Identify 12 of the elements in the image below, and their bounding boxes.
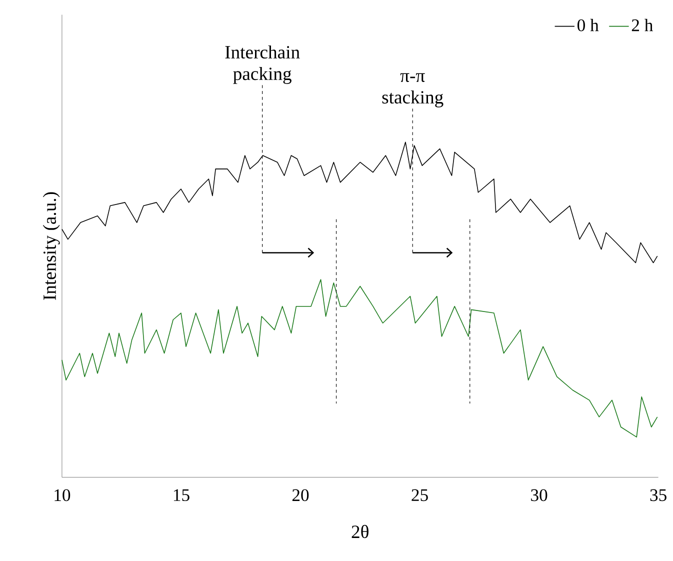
x-tick-label: 25 xyxy=(412,489,428,502)
y-axis-title: Intensity (a.u.) xyxy=(42,192,60,300)
x-tick-label: 35 xyxy=(650,489,666,502)
x-axis-title: 2θ xyxy=(352,524,368,538)
x-tick-label: 10 xyxy=(54,489,70,502)
x-tick-label: 30 xyxy=(531,489,548,502)
legend-label: 0 h xyxy=(578,18,599,32)
ref-line-label: Interchain packing xyxy=(225,46,300,84)
x-tick-label: 15 xyxy=(174,489,190,502)
x-tick-label: 20 xyxy=(292,489,309,502)
ref-line-label: π-π stacking xyxy=(382,73,444,108)
legend-label: 2 h xyxy=(632,18,653,32)
